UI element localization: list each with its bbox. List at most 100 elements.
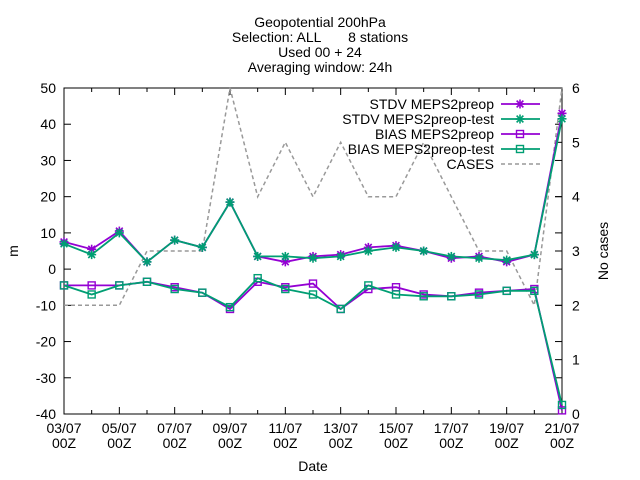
data-point (87, 290, 96, 299)
data-point (308, 253, 318, 263)
y-tick-label: 30 (40, 152, 56, 168)
data-point (529, 250, 539, 260)
x-tick-label-hour: 00Z (495, 435, 520, 451)
x-tick-label-date: 09/07 (212, 420, 247, 436)
y-tick-label: -40 (36, 406, 56, 422)
series-line (63, 277, 563, 406)
data-point (170, 284, 179, 294)
title-line-4: Averaging window: 24h (248, 59, 393, 75)
data-point (391, 290, 401, 299)
data-point (557, 406, 567, 415)
data-point (281, 284, 290, 294)
legend-marker (515, 144, 525, 154)
data-point (87, 281, 96, 290)
series-5 (64, 87, 563, 308)
data-point (308, 279, 318, 288)
data-point (557, 114, 567, 124)
data-point (59, 281, 69, 290)
data-point (530, 286, 539, 296)
data-point (280, 251, 290, 261)
y2-axis-label: No cases (595, 222, 611, 280)
data-point (87, 250, 97, 260)
series-2 (59, 114, 567, 267)
x-tick-label-date: 11/07 (268, 420, 302, 436)
data-point (446, 251, 456, 261)
data-point (308, 290, 318, 299)
x-axis: 03/0700Z05/0700Z07/0700Z09/0700Z11/0700Z… (46, 88, 580, 451)
x-tick-label-hour: 00Z (329, 435, 354, 451)
x-tick-label-hour: 00Z (163, 435, 188, 451)
data-point (557, 400, 567, 410)
legend-label: CASES (447, 156, 494, 172)
y-axis-label: m (5, 245, 21, 257)
data-point (170, 235, 180, 245)
data-point (225, 197, 235, 207)
y-tick-label: -30 (36, 370, 56, 386)
y-tick-label: 40 (40, 116, 56, 132)
x-tick-label-date: 21/07 (544, 420, 579, 436)
series-4 (59, 273, 567, 410)
data-point (253, 251, 263, 261)
data-point (391, 242, 401, 252)
data-point (364, 281, 373, 290)
legend-marker (515, 129, 525, 139)
data-point (114, 228, 124, 238)
y2-tick-label: 1 (572, 352, 580, 368)
y-tick-label: 50 (40, 80, 56, 96)
x-tick-label-hour: 00Z (384, 435, 409, 451)
y2-tick-label: 6 (572, 80, 580, 96)
legend-label: BIAS MEPS2preop-test (348, 141, 494, 157)
y2-axis: 0 1 2 3 4 5 6 (555, 80, 580, 422)
data-point (336, 304, 345, 314)
x-tick-label-date: 13/07 (323, 420, 358, 436)
x-tick-label-date: 05/07 (102, 420, 137, 436)
y-tick-label: 20 (40, 189, 56, 205)
x-tick-label-date: 19/07 (489, 420, 524, 436)
x-tick-label-hour: 00Z (218, 435, 243, 451)
data-point (474, 290, 484, 299)
x-tick-label-hour: 00Z (550, 435, 575, 451)
y2-tick-label: 0 (572, 406, 580, 422)
x-tick-label-hour: 00Z (52, 435, 77, 451)
data-point (474, 253, 484, 263)
x-tick-label-hour: 00Z (107, 435, 132, 451)
legend-label: BIAS MEPS2preop (375, 126, 494, 142)
x-tick-label-hour: 00Z (439, 435, 464, 451)
data-point (225, 302, 235, 312)
x-axis-label: Date (298, 458, 328, 474)
y2-tick-label: 4 (572, 189, 580, 205)
y2-tick-label: 2 (572, 297, 580, 313)
y2-tick-label: 3 (572, 243, 580, 259)
x-tick-label-date: 15/07 (378, 420, 413, 436)
series-layer (59, 87, 567, 415)
y-tick-label: 10 (40, 225, 56, 241)
series-line (64, 87, 563, 308)
y-tick-label: -10 (36, 297, 56, 313)
legend-label: STDV MEPS2preop-test (342, 111, 494, 127)
legend-label: STDV MEPS2preop (370, 96, 495, 112)
x-tick-label-date: 03/07 (46, 420, 81, 436)
title-line-2: Selection: ALL 8 stations (232, 29, 408, 45)
chart-title: Geopotential 200hPa Selection: ALL 8 sta… (232, 14, 408, 75)
data-point (447, 292, 456, 301)
data-point (115, 281, 124, 290)
data-point (142, 277, 152, 286)
legend-marker (515, 114, 525, 124)
data-point (197, 242, 207, 252)
data-point (59, 239, 69, 249)
data-point (419, 292, 428, 301)
data-point (142, 257, 152, 267)
y-tick-label: 0 (48, 261, 56, 277)
data-point (253, 273, 262, 283)
title-line-3: Used 00 + 24 (278, 44, 362, 60)
data-point (363, 246, 373, 256)
x-tick-label-date: 17/07 (434, 420, 469, 436)
data-point (502, 255, 512, 265)
series-line (64, 280, 563, 411)
title-line-1: Geopotential 200hPa (254, 14, 386, 30)
data-point (336, 251, 346, 261)
data-point (419, 246, 429, 256)
data-point (198, 288, 207, 297)
